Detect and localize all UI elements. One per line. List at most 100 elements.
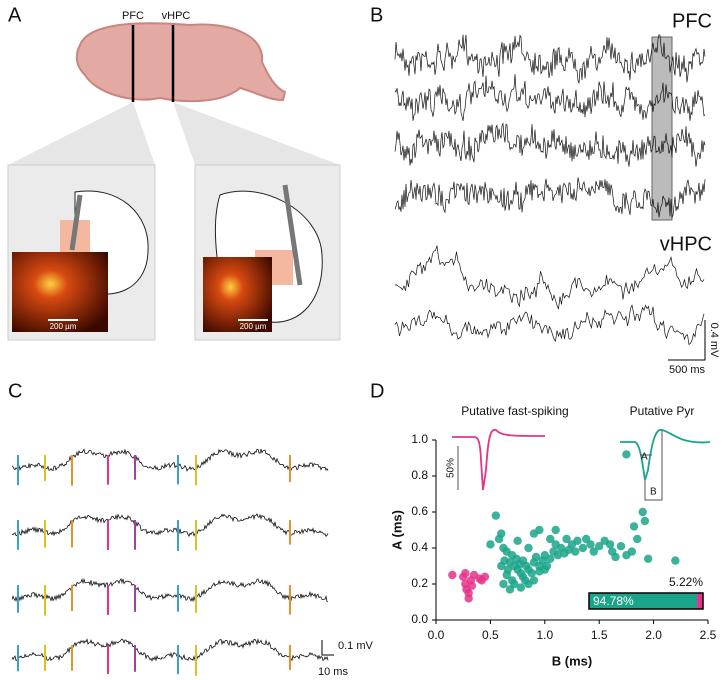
brain [75, 22, 287, 103]
point [595, 542, 604, 551]
point [553, 551, 563, 560]
y-tick-label: 0.0 [411, 612, 428, 626]
x-tick-label: 0.0 [428, 628, 445, 642]
point [529, 576, 539, 585]
proportion-label: 94.78% [593, 594, 634, 608]
waveform-marker: B [650, 487, 657, 498]
scale-label: 200 µm [50, 322, 77, 331]
zoom-cone [173, 102, 340, 165]
panel-label: C [8, 380, 22, 402]
electrode [69, 194, 83, 251]
lfp-trace [11, 577, 329, 603]
point [499, 579, 508, 589]
x-tick-label: 1.0 [536, 628, 553, 642]
waveform-title: Putative Pyr [630, 404, 695, 418]
y-tick-label: 0.8 [411, 468, 428, 482]
lfp-trace [394, 122, 706, 167]
point [622, 450, 631, 459]
fluorescence-image [12, 252, 108, 332]
waveform-marker: A [641, 452, 648, 463]
point [589, 547, 598, 556]
point [500, 556, 509, 565]
proportion-label: 5.22% [669, 575, 703, 589]
waveform [452, 429, 546, 491]
point [467, 581, 477, 590]
region-label: vHPC [162, 10, 191, 22]
highlight-window [651, 36, 673, 221]
point [448, 570, 457, 580]
x-tick-label: 0.5 [482, 628, 499, 642]
lfp-trace [394, 304, 705, 346]
point [527, 569, 536, 578]
point [477, 576, 486, 585]
scale-label: 0.1 mV [338, 640, 374, 652]
panel-label: D [370, 380, 384, 402]
point [546, 554, 555, 563]
y-tick-label: 0.6 [411, 504, 428, 518]
point [516, 583, 526, 592]
point [524, 543, 533, 553]
scale-label: 10 ms [318, 666, 348, 678]
lfp-trace [11, 513, 329, 538]
electrode [282, 184, 303, 286]
scale-label: 200 µm [240, 322, 267, 331]
waveform-guide [640, 430, 663, 501]
x-tick-label: 1.5 [591, 628, 608, 642]
point [505, 585, 515, 594]
zoom-cone [8, 102, 155, 165]
point [629, 522, 639, 531]
lfp-trace [394, 245, 705, 310]
point [611, 552, 620, 562]
point [464, 594, 473, 603]
point [562, 534, 571, 544]
point [633, 534, 642, 544]
lfp-trace [11, 637, 329, 662]
trace-label: PFC [672, 10, 712, 32]
waveform [620, 429, 711, 481]
point [573, 536, 582, 545]
y-tick-label: 0.4 [411, 540, 428, 554]
point [491, 511, 501, 520]
proportion-bar [589, 593, 698, 609]
lfp-trace [394, 34, 706, 84]
panel-label: B [370, 4, 383, 26]
proportion-frame [588, 592, 704, 610]
point [503, 565, 513, 574]
x-axis-label: B (ms) [552, 653, 592, 668]
point [571, 547, 580, 556]
scale-bar [668, 320, 706, 361]
x-tick-label: 2.0 [645, 628, 662, 642]
point [546, 534, 555, 544]
y-tick-label: 0.2 [411, 576, 428, 590]
point [605, 540, 615, 549]
point [494, 534, 504, 544]
point [586, 540, 595, 549]
point [616, 542, 626, 551]
point [643, 554, 653, 563]
waveform-title: Putative fast-spiking [461, 404, 568, 418]
point [513, 536, 522, 545]
point [551, 525, 560, 535]
y-axis-label: A (ms) [389, 510, 404, 550]
scale-label: 50% [446, 458, 457, 478]
point [578, 543, 588, 553]
region-label: PFC [122, 10, 144, 22]
point [486, 540, 495, 549]
scale-bar [321, 640, 334, 656]
point [640, 516, 650, 526]
panel-label: A [8, 4, 22, 26]
scale-label: 0.4 mV [708, 323, 720, 359]
point [638, 507, 647, 517]
point [627, 547, 637, 556]
point [535, 525, 544, 535]
x-tick-label: 2.5 [700, 628, 717, 642]
point [531, 552, 541, 562]
y-tick-label: 1.0 [411, 432, 428, 446]
lfp-trace [11, 448, 329, 472]
proportion-bar [697, 593, 703, 609]
lfp-trace [394, 74, 706, 121]
trace-label: vHPC [660, 233, 712, 255]
scale-label: 500 ms [669, 364, 706, 376]
point [461, 569, 470, 578]
